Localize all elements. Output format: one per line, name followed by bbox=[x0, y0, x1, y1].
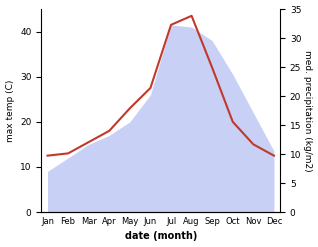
Y-axis label: med. precipitation (kg/m2): med. precipitation (kg/m2) bbox=[303, 50, 313, 171]
X-axis label: date (month): date (month) bbox=[125, 231, 197, 242]
Y-axis label: max temp (C): max temp (C) bbox=[5, 79, 15, 142]
